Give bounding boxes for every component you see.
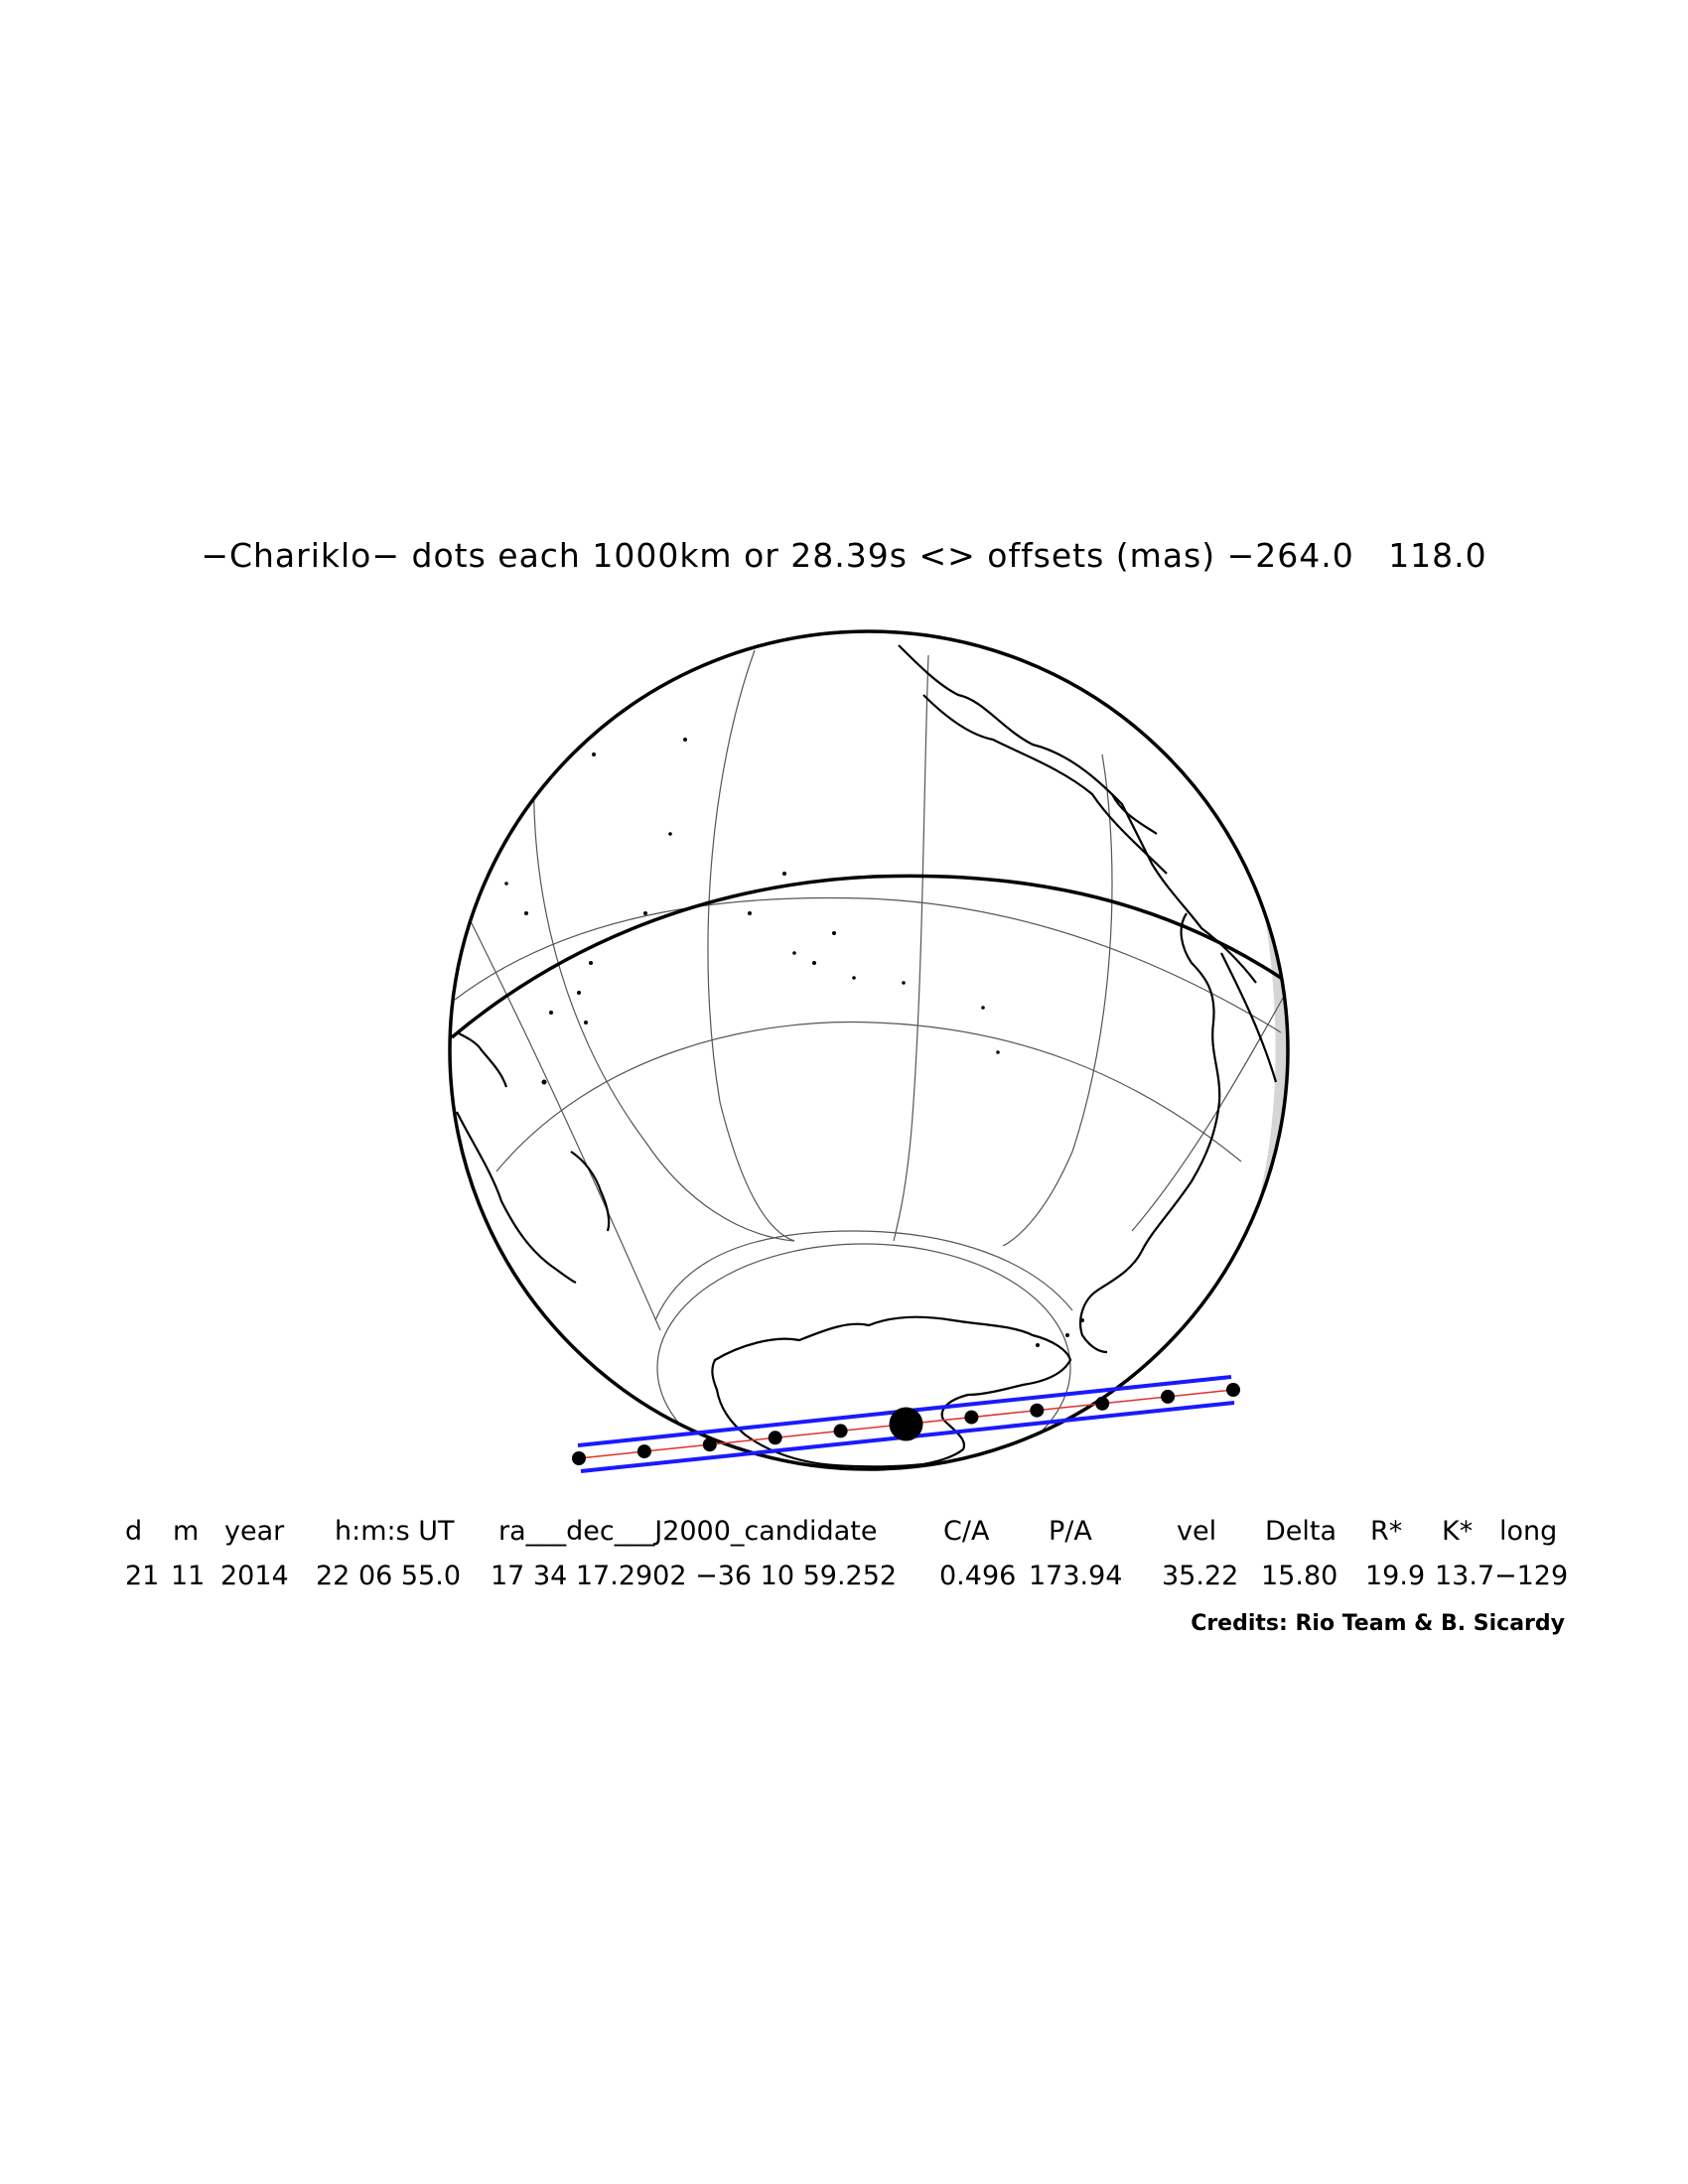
path-dot <box>572 1451 586 1465</box>
header-radec: ra___dec___J2000_candidate <box>498 1516 878 1547</box>
value-pa: 173.94 <box>1029 1561 1123 1591</box>
path-dot <box>1030 1403 1045 1418</box>
equator-line <box>450 874 1282 1039</box>
header-delta: Delta <box>1265 1516 1337 1547</box>
path-dot <box>768 1431 782 1445</box>
value-vel: 35.22 <box>1162 1561 1239 1591</box>
header-year: year <box>224 1516 285 1547</box>
value-delta: 15.80 <box>1261 1561 1338 1591</box>
path-dot <box>833 1424 848 1438</box>
path-dots <box>572 1383 1240 1465</box>
path-dot <box>1095 1396 1110 1411</box>
header-vel: vel <box>1177 1516 1217 1547</box>
graticule <box>454 649 1287 1469</box>
header-long: long <box>1499 1516 1558 1547</box>
value-time: 22 06 55.0 <box>316 1561 461 1591</box>
value-day: 21 <box>125 1561 160 1591</box>
value-rmag: 19.9 <box>1365 1561 1426 1591</box>
occultation-path <box>572 1375 1240 1473</box>
coastlines <box>456 644 1278 1468</box>
header-month: m <box>173 1516 200 1547</box>
map-title: −Chariklo− dots each 1000km or 28.39s <>… <box>201 536 1487 575</box>
path-dot <box>636 1444 651 1459</box>
path-dot <box>1161 1389 1176 1404</box>
globe-disc <box>450 631 1288 1469</box>
header-ca: C/A <box>943 1516 990 1547</box>
closest-approach-dot <box>889 1407 923 1441</box>
header-time: h:m:s UT <box>335 1516 455 1547</box>
value-ca: 0.496 <box>939 1561 1017 1591</box>
value-long: −129 <box>1494 1561 1569 1591</box>
credits: Credits: Rio Team & B. Sicardy <box>1191 1611 1565 1636</box>
header-pa: P/A <box>1049 1516 1092 1547</box>
path-dot <box>702 1437 717 1452</box>
value-kmag: 13.7 <box>1435 1561 1495 1591</box>
value-radec: 17 34 17.2902 −36 10 59.252 <box>491 1561 898 1591</box>
pacific-islands <box>504 738 1084 1347</box>
globe-outline <box>448 629 1290 1471</box>
header-day: d <box>125 1516 143 1547</box>
path-dot <box>1226 1383 1240 1397</box>
header-kmag: K* <box>1442 1516 1474 1547</box>
path-dot <box>964 1410 979 1425</box>
header-rmag: R* <box>1370 1516 1403 1547</box>
value-year: 2014 <box>220 1561 289 1591</box>
value-month: 11 <box>171 1561 206 1591</box>
